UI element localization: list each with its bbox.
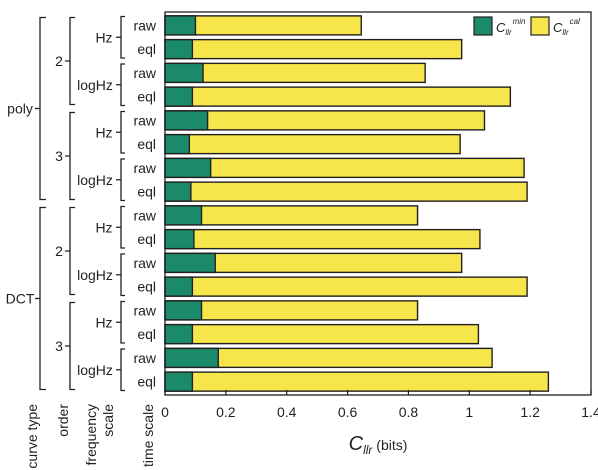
order-brace — [65, 111, 75, 201]
bar-cllr-min — [164, 110, 209, 131]
level-header-label: curve type — [24, 404, 40, 469]
bar-cllr-min — [164, 347, 219, 369]
time-scale-label: raw — [133, 17, 156, 33]
bar-cllr-min — [164, 323, 194, 345]
bar-cllr-min — [164, 300, 203, 321]
legend-label-cal: Cllrcal — [553, 17, 580, 37]
legend-label-min: Cllrmin — [496, 17, 526, 37]
frequency-scale-label: Hz — [95, 29, 112, 45]
frequency-scale-brace — [116, 348, 125, 392]
x-tick-label: 0.4 — [277, 404, 297, 420]
legend-swatch-min — [473, 16, 493, 36]
level-header-label: frequency — [83, 404, 99, 465]
level-header-label: time scale — [140, 404, 156, 467]
order-label: 3 — [55, 148, 63, 164]
category-hierarchy: raw eql raw eql raw eql raw eql raw eql raw eql raw e… — [6, 15, 157, 392]
time-scale-label: eql — [137, 326, 156, 342]
x-tick-label: 1.2 — [520, 404, 540, 420]
time-scale-label: eql — [137, 231, 156, 247]
x-tick-label: 0 — [161, 404, 169, 420]
plot-frame — [164, 11, 592, 396]
frequency-scale-label: logHz — [77, 362, 113, 378]
level-header-label: order — [55, 404, 71, 437]
bar-cllr-min — [164, 205, 203, 226]
bar-cllr-cal — [164, 276, 528, 297]
bar-cllr-min — [164, 15, 197, 36]
time-scale-label: raw — [133, 65, 156, 81]
curve-type-brace — [35, 16, 46, 201]
x-axis-label: Cllr (bits) — [349, 433, 408, 457]
frequency-scale-label: Hz — [95, 124, 112, 140]
legend-swatch-cal — [530, 16, 550, 36]
order-brace — [65, 206, 75, 296]
frequency-scale-brace — [116, 300, 125, 344]
frequency-scale-label: logHz — [77, 77, 113, 93]
time-scale-label: raw — [133, 350, 156, 366]
x-axis: 0 0.2 0.4 0.6 0.8 1 1.2 1.4 — [161, 390, 598, 420]
curve-type-label: poly — [7, 101, 33, 117]
level-header-label: scale — [100, 404, 116, 437]
frequency-scale-brace — [116, 110, 125, 154]
bar-cllr-cal — [164, 38, 463, 60]
bar-cllr-cal — [164, 181, 528, 202]
frequency-scale-brace — [116, 205, 125, 249]
x-tick-label: 1 — [465, 404, 473, 420]
order-label: 3 — [55, 338, 63, 354]
x-tick-label: 0.8 — [399, 404, 419, 420]
time-scale-label: eql — [137, 89, 156, 105]
bar-cllr-min — [164, 133, 191, 155]
time-scale-label: raw — [133, 255, 156, 271]
time-scale-label: eql — [137, 374, 156, 390]
bar-cllr-min — [164, 252, 216, 274]
bar-cllr-min — [164, 38, 194, 60]
time-scale-label: raw — [133, 207, 156, 223]
bar-cllr-cal — [164, 371, 550, 392]
bar-cllr-cal — [164, 133, 461, 155]
bar-cllr-min — [164, 86, 194, 107]
bar-cllr-cal — [164, 110, 486, 131]
bar-cllr-min — [164, 228, 195, 250]
time-scale-label: eql — [137, 184, 156, 200]
order-brace — [65, 301, 75, 391]
time-scale-label: raw — [133, 112, 156, 128]
bar-cllr-cal — [164, 205, 419, 226]
level-headers: curve type order frequency scale time scale — [24, 404, 156, 469]
bar-cllr-min — [164, 181, 192, 202]
frequency-scale-label: Hz — [95, 314, 112, 330]
bar-cllr-cal — [164, 323, 480, 345]
order-label: 2 — [55, 53, 63, 69]
curve-type-brace — [35, 206, 46, 391]
bar-cllr-min — [164, 157, 212, 179]
x-tick-label: 0.6 — [338, 404, 358, 420]
time-scale-label: raw — [133, 302, 156, 318]
frequency-scale-brace — [116, 253, 125, 297]
order-brace — [65, 16, 75, 106]
bar-cllr-cal — [164, 157, 525, 179]
time-scale-label: raw — [133, 160, 156, 176]
x-tick-label: 0.2 — [216, 404, 236, 420]
frequency-scale-label: logHz — [77, 172, 113, 188]
bar-cllr-min — [164, 62, 204, 84]
curve-type-label: DCT — [6, 291, 35, 307]
bar-cllr-cal — [164, 228, 481, 250]
bars-layer — [164, 15, 550, 392]
legend: Cllrmin Cllrcal — [473, 16, 580, 37]
time-scale-label: eql — [137, 279, 156, 295]
frequency-scale-brace — [116, 63, 125, 107]
order-label: 2 — [55, 243, 63, 259]
frequency-scale-brace — [116, 158, 125, 202]
time-scale-label: eql — [137, 136, 156, 152]
bar-cllr-cal — [164, 86, 512, 107]
time-scale-label: eql — [137, 41, 156, 57]
bar-cllr-min — [164, 276, 194, 297]
frequency-scale-label: Hz — [95, 219, 112, 235]
x-tick-label: 1.4 — [581, 404, 598, 420]
bar-cllr-cal — [164, 62, 426, 84]
bar-cllr-min — [164, 371, 194, 392]
frequency-scale-brace — [116, 15, 125, 59]
frequency-scale-label: logHz — [77, 267, 113, 283]
bar-cllr-cal — [164, 300, 419, 321]
